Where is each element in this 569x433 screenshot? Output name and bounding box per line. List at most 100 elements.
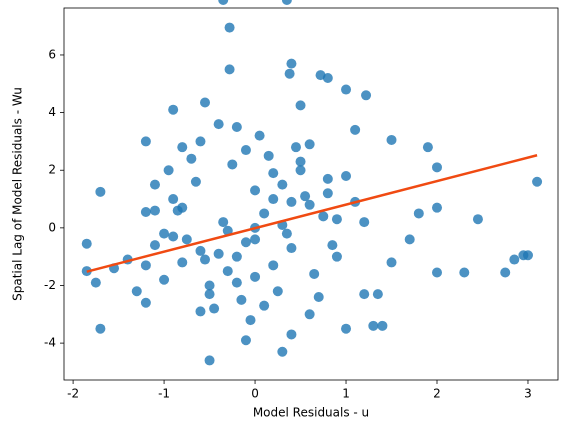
point bbox=[295, 165, 306, 176]
point bbox=[90, 277, 101, 288]
point bbox=[224, 64, 235, 75]
point bbox=[263, 150, 274, 161]
fit-line bbox=[86, 154, 538, 273]
point bbox=[190, 176, 201, 187]
point bbox=[322, 73, 333, 84]
point bbox=[195, 306, 206, 317]
point bbox=[149, 205, 160, 216]
y-tick-label: 6 bbox=[48, 47, 56, 61]
point bbox=[200, 97, 211, 108]
point bbox=[140, 136, 151, 147]
point bbox=[163, 165, 174, 176]
point bbox=[522, 250, 533, 261]
point bbox=[222, 225, 233, 236]
point bbox=[231, 277, 242, 288]
point bbox=[213, 248, 224, 259]
point bbox=[413, 208, 424, 219]
point bbox=[168, 231, 179, 242]
point bbox=[204, 289, 215, 300]
point bbox=[250, 185, 261, 196]
point bbox=[472, 214, 483, 225]
point bbox=[240, 237, 251, 248]
point bbox=[95, 323, 106, 334]
point bbox=[286, 329, 297, 340]
point bbox=[149, 240, 160, 251]
point bbox=[200, 254, 211, 265]
point bbox=[231, 122, 242, 133]
point bbox=[272, 286, 283, 297]
point bbox=[277, 346, 288, 357]
point bbox=[500, 267, 511, 278]
point bbox=[372, 289, 383, 300]
point bbox=[186, 153, 197, 164]
point bbox=[281, 228, 292, 239]
point bbox=[195, 136, 206, 147]
plot-frame bbox=[63, 7, 559, 381]
point bbox=[240, 145, 251, 156]
point bbox=[309, 268, 320, 279]
point bbox=[432, 162, 443, 173]
point bbox=[286, 243, 297, 254]
point bbox=[240, 335, 251, 346]
point bbox=[432, 202, 443, 213]
point bbox=[361, 90, 372, 101]
point bbox=[268, 194, 279, 205]
point bbox=[459, 267, 470, 278]
x-tick-label: -1 bbox=[158, 387, 170, 401]
y-tick-label: 4 bbox=[48, 105, 56, 119]
point bbox=[259, 300, 270, 311]
point bbox=[304, 309, 315, 320]
x-tick-label: -2 bbox=[67, 387, 79, 401]
point bbox=[209, 303, 220, 314]
point bbox=[224, 22, 235, 33]
point bbox=[149, 179, 160, 190]
point bbox=[322, 188, 333, 199]
point bbox=[204, 280, 215, 291]
point bbox=[218, 217, 229, 228]
point bbox=[432, 267, 443, 278]
point bbox=[268, 260, 279, 271]
point bbox=[304, 199, 315, 210]
point bbox=[159, 228, 170, 239]
x-tick-label: 0 bbox=[251, 387, 259, 401]
y-tick-label: -2 bbox=[44, 278, 56, 292]
point bbox=[509, 254, 520, 265]
point bbox=[140, 207, 151, 218]
point bbox=[177, 202, 188, 213]
y-axis-label: Spatial Lag of Model Residuals - Wu bbox=[11, 87, 25, 301]
y-tick-label: 0 bbox=[48, 220, 56, 234]
point bbox=[213, 119, 224, 130]
point bbox=[300, 191, 311, 202]
point bbox=[177, 257, 188, 268]
point bbox=[195, 245, 206, 256]
point bbox=[284, 68, 295, 79]
point bbox=[286, 196, 297, 207]
point bbox=[222, 266, 233, 277]
point bbox=[95, 186, 106, 197]
point bbox=[159, 274, 170, 285]
point bbox=[322, 173, 333, 184]
point bbox=[350, 124, 361, 135]
point bbox=[131, 286, 142, 297]
point bbox=[281, 0, 292, 5]
point bbox=[422, 142, 433, 153]
point bbox=[236, 294, 247, 305]
point bbox=[331, 251, 342, 262]
point bbox=[386, 134, 397, 145]
point bbox=[341, 170, 352, 181]
point bbox=[218, 0, 229, 5]
point bbox=[341, 84, 352, 95]
point bbox=[290, 142, 301, 153]
point bbox=[341, 323, 352, 334]
point bbox=[359, 289, 370, 300]
y-tick-label: -4 bbox=[44, 336, 56, 350]
point bbox=[250, 271, 261, 282]
point bbox=[313, 292, 324, 303]
point bbox=[327, 240, 338, 251]
x-tick-label: 2 bbox=[433, 387, 441, 401]
point bbox=[277, 179, 288, 190]
point bbox=[231, 251, 242, 262]
point bbox=[168, 104, 179, 115]
point bbox=[177, 142, 188, 153]
